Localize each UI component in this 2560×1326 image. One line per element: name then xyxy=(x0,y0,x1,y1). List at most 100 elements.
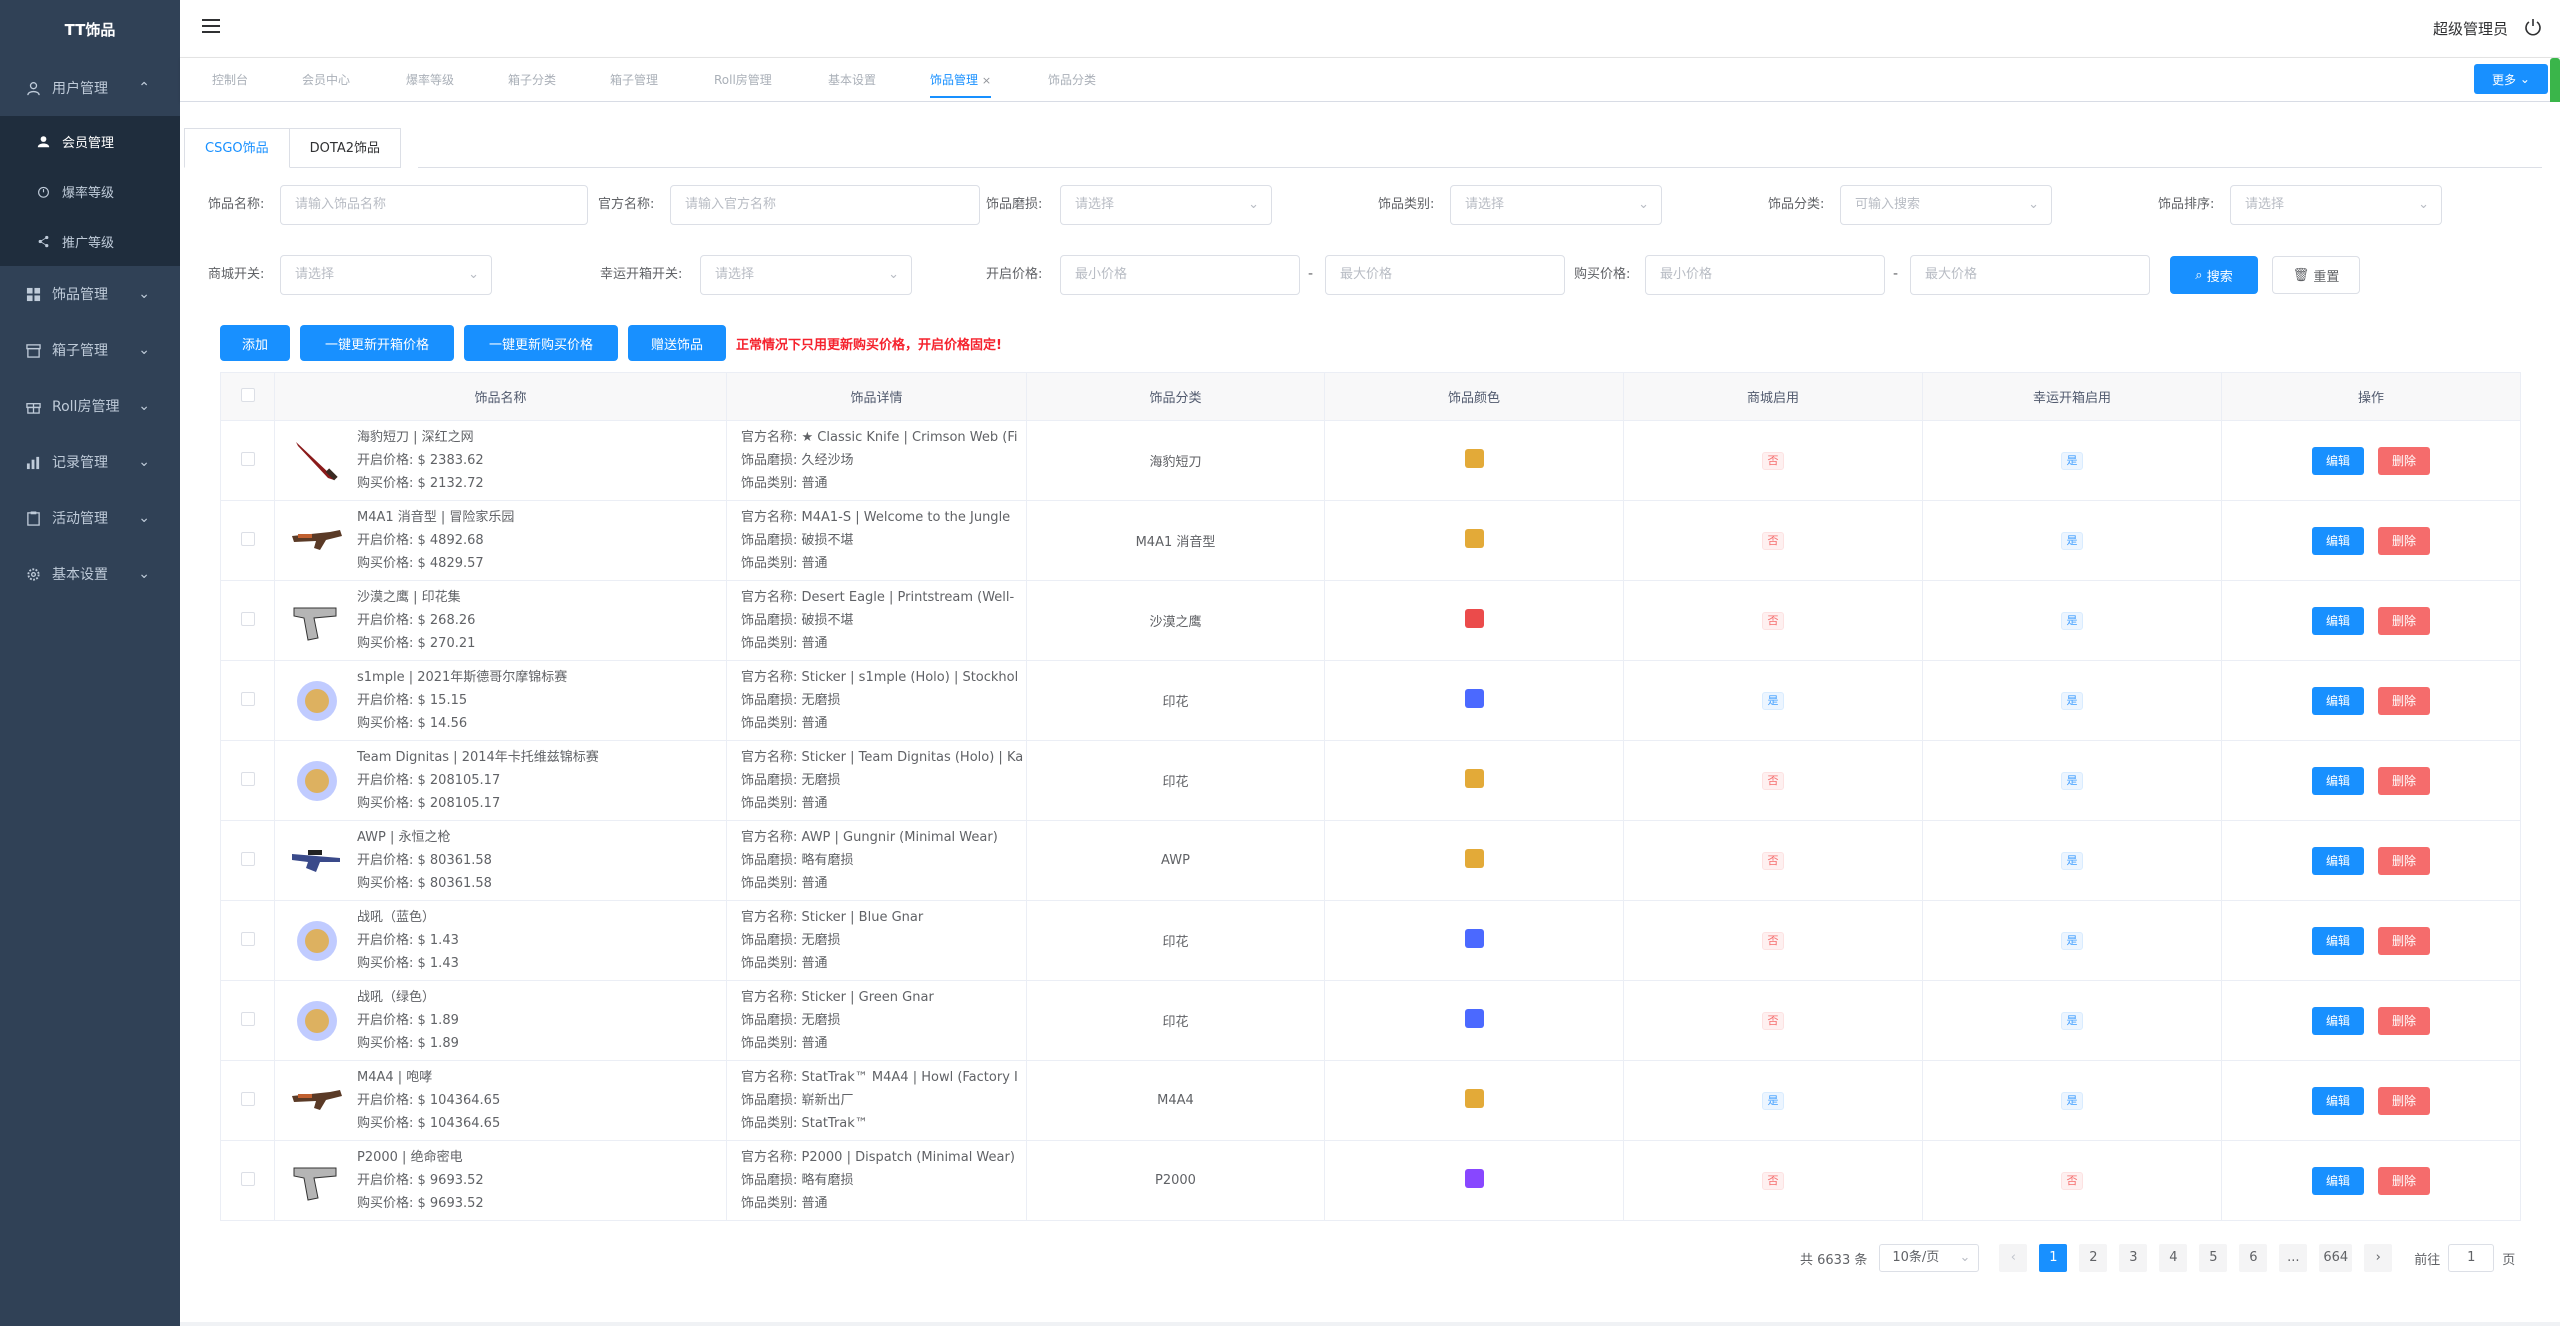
tag-8[interactable]: 饰品分类 xyxy=(1048,68,1096,92)
sidebar-subitem-0[interactable]: 会员管理 xyxy=(0,116,180,166)
filter-buy-price-min[interactable]: 最小价格 xyxy=(1645,255,1885,295)
reset-button[interactable]: 🗑 重置 xyxy=(2272,256,2360,294)
row-checkbox[interactable] xyxy=(240,691,255,706)
add-button[interactable]: 添加 xyxy=(220,325,290,361)
edit-button[interactable]: 编辑 xyxy=(2311,1166,2364,1195)
mall-enabled-badge[interactable]: 否 xyxy=(1762,851,1784,870)
page-button[interactable]: 1 xyxy=(2039,1244,2068,1272)
filter-lucky-select[interactable]: 请选择 ⌄ xyxy=(700,255,912,295)
power-icon[interactable] xyxy=(2524,18,2542,40)
next-page-button[interactable]: › xyxy=(2364,1244,2393,1272)
row-checkbox[interactable] xyxy=(240,531,255,546)
gift-item-button[interactable]: 赠送饰品 xyxy=(628,325,726,361)
mall-enabled-badge[interactable]: 否 xyxy=(1762,1171,1784,1190)
row-checkbox[interactable] xyxy=(240,771,255,786)
edit-button[interactable]: 编辑 xyxy=(2311,1006,2364,1035)
sidebar-item-1[interactable]: 饰品管理 ⌄ xyxy=(0,266,180,322)
delete-button[interactable]: 删除 xyxy=(2378,526,2431,555)
edit-button[interactable]: 编辑 xyxy=(2311,846,2364,875)
tag-1[interactable]: 会员中心 xyxy=(302,68,350,92)
hamburger-icon[interactable] xyxy=(202,18,220,38)
edit-button[interactable]: 编辑 xyxy=(2311,446,2364,475)
tag-0[interactable]: 控制台 xyxy=(212,68,248,92)
filter-mall-select[interactable]: 请选择 ⌄ xyxy=(280,255,492,295)
row-checkbox[interactable] xyxy=(240,451,255,466)
edit-button[interactable]: 编辑 xyxy=(2311,606,2364,635)
page-scrollbar[interactable] xyxy=(2550,58,2560,108)
page-size-select[interactable]: 10条/页 ⌄ xyxy=(1879,1244,1980,1272)
delete-button[interactable]: 删除 xyxy=(2378,766,2431,795)
select-all-checkbox[interactable] xyxy=(240,387,255,402)
user-name[interactable]: 超级管理员 xyxy=(2432,20,2508,38)
delete-button[interactable]: 删除 xyxy=(2378,1086,2431,1115)
tag-4[interactable]: 箱子管理 xyxy=(610,68,658,92)
lucky-enabled-badge[interactable]: 是 xyxy=(2061,451,2083,470)
page-button[interactable]: 3 xyxy=(2119,1244,2148,1272)
tab-dota2[interactable]: DOTA2饰品 xyxy=(289,128,401,168)
tag-2[interactable]: 爆率等级 xyxy=(406,68,454,92)
delete-button[interactable]: 删除 xyxy=(2378,446,2431,475)
lucky-enabled-badge[interactable]: 是 xyxy=(2061,1091,2083,1110)
lucky-enabled-badge[interactable]: 是 xyxy=(2061,851,2083,870)
sidebar-item-6[interactable]: 基本设置 ⌄ xyxy=(0,546,180,602)
delete-button[interactable]: 删除 xyxy=(2378,686,2431,715)
sidebar-item-2[interactable]: 箱子管理 ⌄ xyxy=(0,322,180,378)
tag-5[interactable]: Roll房管理 xyxy=(714,68,772,92)
filter-category-select[interactable]: 可输入搜索 ⌄ xyxy=(1840,185,2052,225)
row-checkbox[interactable] xyxy=(240,931,255,946)
mall-enabled-badge[interactable]: 否 xyxy=(1762,1011,1784,1030)
mall-enabled-badge[interactable]: 是 xyxy=(1762,1091,1784,1110)
page-button[interactable]: 4 xyxy=(2159,1244,2188,1272)
row-checkbox[interactable] xyxy=(240,1011,255,1026)
update-open-price-button[interactable]: 一键更新开箱价格 xyxy=(300,325,454,361)
lucky-enabled-badge[interactable]: 是 xyxy=(2061,691,2083,710)
sidebar-subitem-2[interactable]: 推广等级 xyxy=(0,216,180,266)
mall-enabled-badge[interactable]: 否 xyxy=(1762,451,1784,470)
edit-button[interactable]: 编辑 xyxy=(2311,686,2364,715)
page-button[interactable]: 664 xyxy=(2319,1244,2353,1272)
filter-buy-price-max[interactable]: 最大价格 xyxy=(1910,255,2150,295)
mall-enabled-badge[interactable]: 否 xyxy=(1762,931,1784,950)
row-checkbox[interactable] xyxy=(240,1091,255,1106)
delete-button[interactable]: 删除 xyxy=(2378,606,2431,635)
tag-3[interactable]: 箱子分类 xyxy=(508,68,556,92)
mall-enabled-badge[interactable]: 是 xyxy=(1762,691,1784,710)
lucky-enabled-badge[interactable]: 是 xyxy=(2061,611,2083,630)
filter-open-price-max[interactable]: 最大价格 xyxy=(1325,255,1565,295)
search-button[interactable]: ⌕ 搜索 xyxy=(2170,256,2258,294)
lucky-enabled-badge[interactable]: 是 xyxy=(2061,1011,2083,1030)
sidebar-item-5[interactable]: 活动管理 ⌄ xyxy=(0,490,180,546)
tag-6[interactable]: 基本设置 xyxy=(828,68,876,92)
tab-csgo[interactable]: CSGO饰品 xyxy=(184,128,290,168)
lucky-enabled-badge[interactable]: 是 xyxy=(2061,531,2083,550)
sidebar-item-3[interactable]: Roll房管理 ⌄ xyxy=(0,378,180,434)
delete-button[interactable]: 删除 xyxy=(2378,926,2431,955)
lucky-enabled-badge[interactable]: 是 xyxy=(2061,931,2083,950)
filter-name-input[interactable]: 请输入饰品名称 xyxy=(280,185,588,225)
page-button[interactable]: 6 xyxy=(2239,1244,2268,1272)
filter-open-price-min[interactable]: 最小价格 xyxy=(1060,255,1300,295)
page-button[interactable]: 2 xyxy=(2079,1244,2108,1272)
update-buy-price-button[interactable]: 一键更新购买价格 xyxy=(464,325,618,361)
edit-button[interactable]: 编辑 xyxy=(2311,1086,2364,1115)
tag-7[interactable]: 饰品管理 × xyxy=(930,68,992,98)
edit-button[interactable]: 编辑 xyxy=(2311,766,2364,795)
lucky-enabled-badge[interactable]: 是 xyxy=(2061,771,2083,790)
sidebar-item-4[interactable]: 记录管理 ⌄ xyxy=(0,434,180,490)
row-checkbox[interactable] xyxy=(240,1171,255,1186)
delete-button[interactable]: 删除 xyxy=(2378,846,2431,875)
filter-type-select[interactable]: 请选择 ⌄ xyxy=(1450,185,1662,225)
filter-wear-select[interactable]: 请选择 ⌄ xyxy=(1060,185,1272,225)
mall-enabled-badge[interactable]: 否 xyxy=(1762,531,1784,550)
page-button[interactable]: 5 xyxy=(2199,1244,2228,1272)
delete-button[interactable]: 删除 xyxy=(2378,1166,2431,1195)
row-checkbox[interactable] xyxy=(240,851,255,866)
sidebar-subitem-1[interactable]: 爆率等级 xyxy=(0,166,180,216)
sidebar-item-0[interactable]: 用户管理 ⌃ xyxy=(0,60,180,116)
filter-official-input[interactable]: 请输入官方名称 xyxy=(670,185,980,225)
edit-button[interactable]: 编辑 xyxy=(2311,526,2364,555)
row-checkbox[interactable] xyxy=(240,611,255,626)
mall-enabled-badge[interactable]: 否 xyxy=(1762,771,1784,790)
delete-button[interactable]: 删除 xyxy=(2378,1006,2431,1035)
more-tags-button[interactable]: 更多 ⌄ xyxy=(2474,64,2548,94)
